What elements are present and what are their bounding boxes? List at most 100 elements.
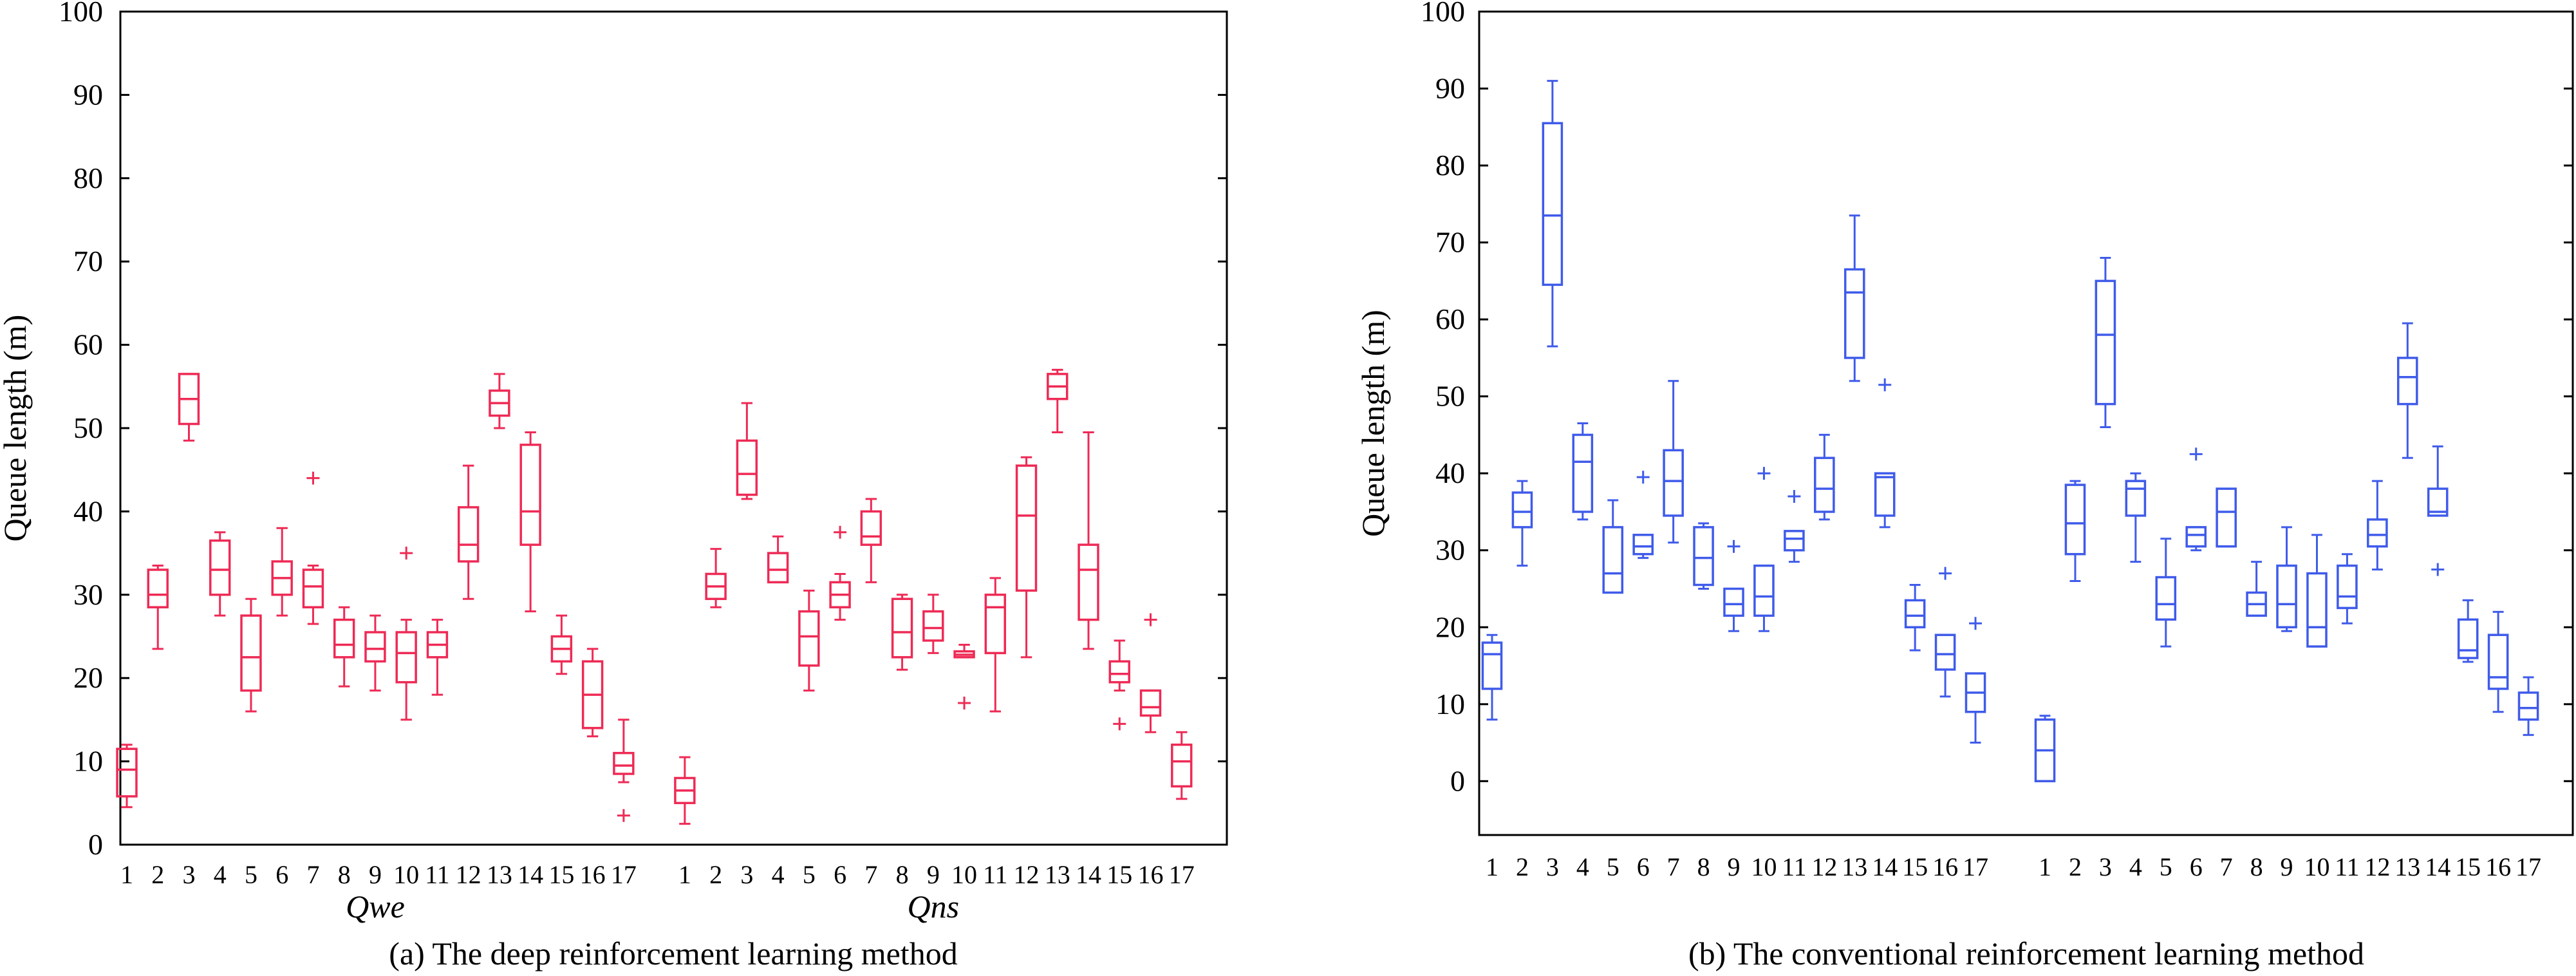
x-tick-label: 12 <box>1014 860 1040 889</box>
x-tick-label: 4 <box>1576 852 1589 881</box>
box-Qns-4 <box>767 535 789 584</box>
outlier-marker <box>2431 563 2445 576</box>
y-tick-label: 40 <box>1435 456 1465 489</box>
x-tick-label: 14 <box>1076 860 1101 889</box>
x-tick-label: 6 <box>834 860 846 889</box>
box-Qwe-6 <box>271 527 293 617</box>
y-tick-label: 80 <box>73 162 103 194</box>
iqr-box <box>613 751 635 775</box>
iqr-box <box>1663 449 1684 517</box>
x-tick-label: 8 <box>896 860 909 889</box>
iqr-box <box>922 610 944 642</box>
box-group1-3 <box>1542 80 1563 348</box>
x-tick-label: 17 <box>2515 852 2541 881</box>
x-tick-label: 4 <box>2129 852 2142 881</box>
box-Qns-16 <box>1139 613 1162 733</box>
outlier-marker <box>1636 471 1650 484</box>
y-tick-label: 50 <box>1435 380 1465 413</box>
y-tick-label: 70 <box>1435 226 1465 259</box>
x-tick-label: 9 <box>369 860 382 889</box>
outlier-marker <box>1113 717 1126 731</box>
y-tick-label: 60 <box>73 328 103 361</box>
outlier-marker <box>400 547 413 560</box>
box-group1-17 <box>1965 617 1986 744</box>
x-tick-label: 13 <box>2394 852 2420 881</box>
x-tick-label: 13 <box>1045 860 1070 889</box>
y-tick-label: 70 <box>73 245 103 277</box>
box-Qns-5 <box>798 589 820 692</box>
x-tick-label: 14 <box>1872 852 1898 881</box>
iqr-box <box>1015 464 1038 592</box>
x-tick-label: 17 <box>1169 860 1195 889</box>
iqr-box <box>147 568 169 608</box>
y-tick-label: 10 <box>1435 688 1465 720</box>
x-tick-label: 14 <box>518 860 543 889</box>
y-tick-label: 40 <box>73 494 103 527</box>
x-tick-label: 3 <box>740 860 753 889</box>
y-tick-label: 0 <box>1450 764 1465 797</box>
x-tick-label: 8 <box>2250 852 2263 881</box>
x-tick-label: 9 <box>2281 852 2293 881</box>
box-Qns-7 <box>860 498 882 583</box>
x-tick-label: 15 <box>1902 852 1928 881</box>
box-Qns-10 <box>953 643 975 710</box>
iqr-box <box>2216 487 2237 548</box>
y-axis-title: Queue length (m) <box>0 315 33 542</box>
box-Qwe-9 <box>364 614 386 692</box>
x-tick-label: 12 <box>1811 852 1837 881</box>
x-tick-label: 11 <box>425 860 450 889</box>
box-group1-13 <box>1843 214 1865 382</box>
box-group1-14 <box>1874 378 1896 529</box>
y-tick-label: 20 <box>73 661 103 694</box>
iqr-box <box>1874 472 1896 517</box>
iqr-box <box>1572 433 1594 513</box>
iqr-box <box>457 506 480 563</box>
x-tick-label: 12 <box>2364 852 2390 881</box>
iqr-box <box>2427 487 2449 517</box>
x-tick-label: 7 <box>2220 852 2233 881</box>
box-Qns-14 <box>1078 431 1099 650</box>
x-tick-label: 1 <box>678 860 691 889</box>
x-tick-label: 16 <box>1932 852 1958 881</box>
iqr-box <box>1753 564 1775 617</box>
x-tick-label: 14 <box>2425 852 2450 881</box>
box-Qwe-12 <box>457 464 480 600</box>
x-tick-label: 17 <box>1963 852 1988 881</box>
x-tick-label: 7 <box>306 860 319 889</box>
box-group1-16 <box>1934 567 1956 698</box>
x-tick-label: 4 <box>214 860 227 889</box>
box-Qwe-16 <box>581 648 604 738</box>
x-tick-label: 16 <box>1138 860 1164 889</box>
box-group2-7 <box>2216 487 2237 548</box>
box-group2-14 <box>2427 445 2449 576</box>
y-tick-label: 100 <box>1421 0 1465 28</box>
box-group2-4 <box>2125 472 2147 563</box>
box-Qns-2 <box>705 548 727 608</box>
x-tick-label: 17 <box>611 860 637 889</box>
box-Qwe-10 <box>395 547 417 721</box>
x-tick-label: 12 <box>456 860 481 889</box>
outlier-marker <box>1787 490 1801 503</box>
box-group2-10 <box>2306 534 2328 648</box>
x-tick-label: 9 <box>927 860 940 889</box>
x-tick-label: 13 <box>487 860 512 889</box>
box-group1-11 <box>1784 490 1805 563</box>
box-Qwe-5 <box>240 597 262 713</box>
y-tick-label: 30 <box>1435 534 1465 567</box>
iqr-box <box>1904 599 1926 629</box>
iqr-box <box>2064 483 2086 556</box>
iqr-box <box>798 610 820 667</box>
box-group2-1 <box>2034 715 2056 783</box>
box-Qwe-7 <box>302 471 324 625</box>
iqr-box <box>116 747 138 798</box>
iqr-box <box>519 444 541 546</box>
x-tick-label: 6 <box>275 860 288 889</box>
box-Qwe-2 <box>147 565 169 650</box>
iqr-box <box>2367 518 2388 548</box>
box-Qns-15 <box>1108 639 1130 731</box>
box-group2-6 <box>2185 447 2207 552</box>
x-tick-label: 16 <box>580 860 606 889</box>
box-Qns-17 <box>1171 731 1193 800</box>
group-label-qwe: Qwe <box>346 888 405 924</box>
